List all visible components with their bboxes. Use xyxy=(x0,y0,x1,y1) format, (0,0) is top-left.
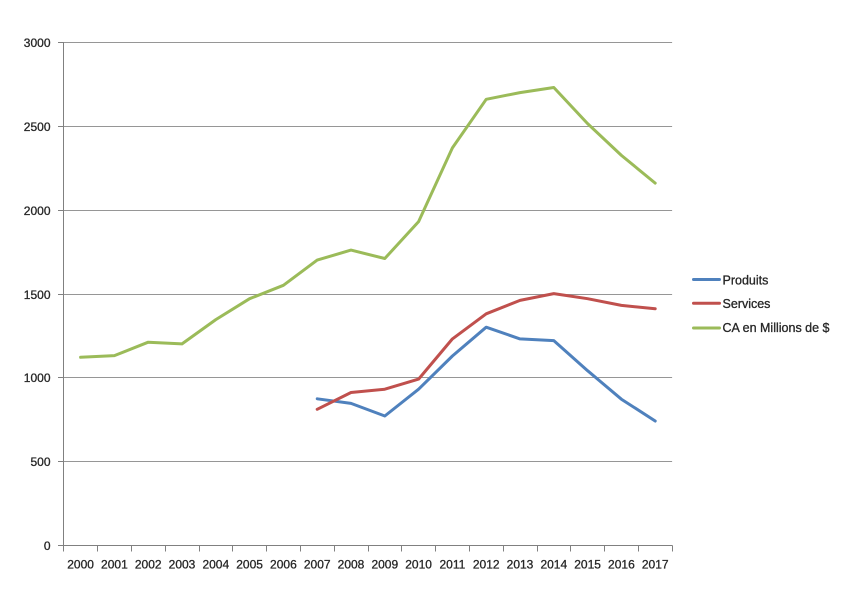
svg-text:2003: 2003 xyxy=(169,558,196,572)
svg-text:2006: 2006 xyxy=(270,558,297,572)
svg-text:2011: 2011 xyxy=(439,558,465,572)
svg-text:2000: 2000 xyxy=(67,558,94,572)
svg-text:2014: 2014 xyxy=(540,558,567,572)
svg-text:2500: 2500 xyxy=(24,120,51,134)
svg-text:2001: 2001 xyxy=(101,558,128,572)
svg-text:2017: 2017 xyxy=(642,558,669,572)
svg-text:500: 500 xyxy=(30,455,50,469)
svg-text:2008: 2008 xyxy=(338,558,365,572)
svg-text:Services: Services xyxy=(723,297,771,311)
svg-text:2016: 2016 xyxy=(608,558,635,572)
svg-text:2010: 2010 xyxy=(405,558,432,572)
svg-text:2013: 2013 xyxy=(507,558,534,572)
svg-text:2002: 2002 xyxy=(135,558,162,572)
svg-text:CA en Millions de $: CA en Millions de $ xyxy=(723,321,830,335)
svg-text:0: 0 xyxy=(44,539,51,553)
svg-text:2004: 2004 xyxy=(202,558,229,572)
svg-text:Produits: Produits xyxy=(723,273,769,287)
svg-text:1500: 1500 xyxy=(24,288,51,302)
svg-text:3000: 3000 xyxy=(24,36,51,50)
svg-text:2015: 2015 xyxy=(574,558,601,572)
svg-text:2012: 2012 xyxy=(473,558,500,572)
svg-text:2000: 2000 xyxy=(24,204,51,218)
svg-text:1000: 1000 xyxy=(24,371,51,385)
svg-text:2007: 2007 xyxy=(304,558,331,572)
svg-text:2005: 2005 xyxy=(236,558,263,572)
svg-text:2009: 2009 xyxy=(371,558,398,572)
